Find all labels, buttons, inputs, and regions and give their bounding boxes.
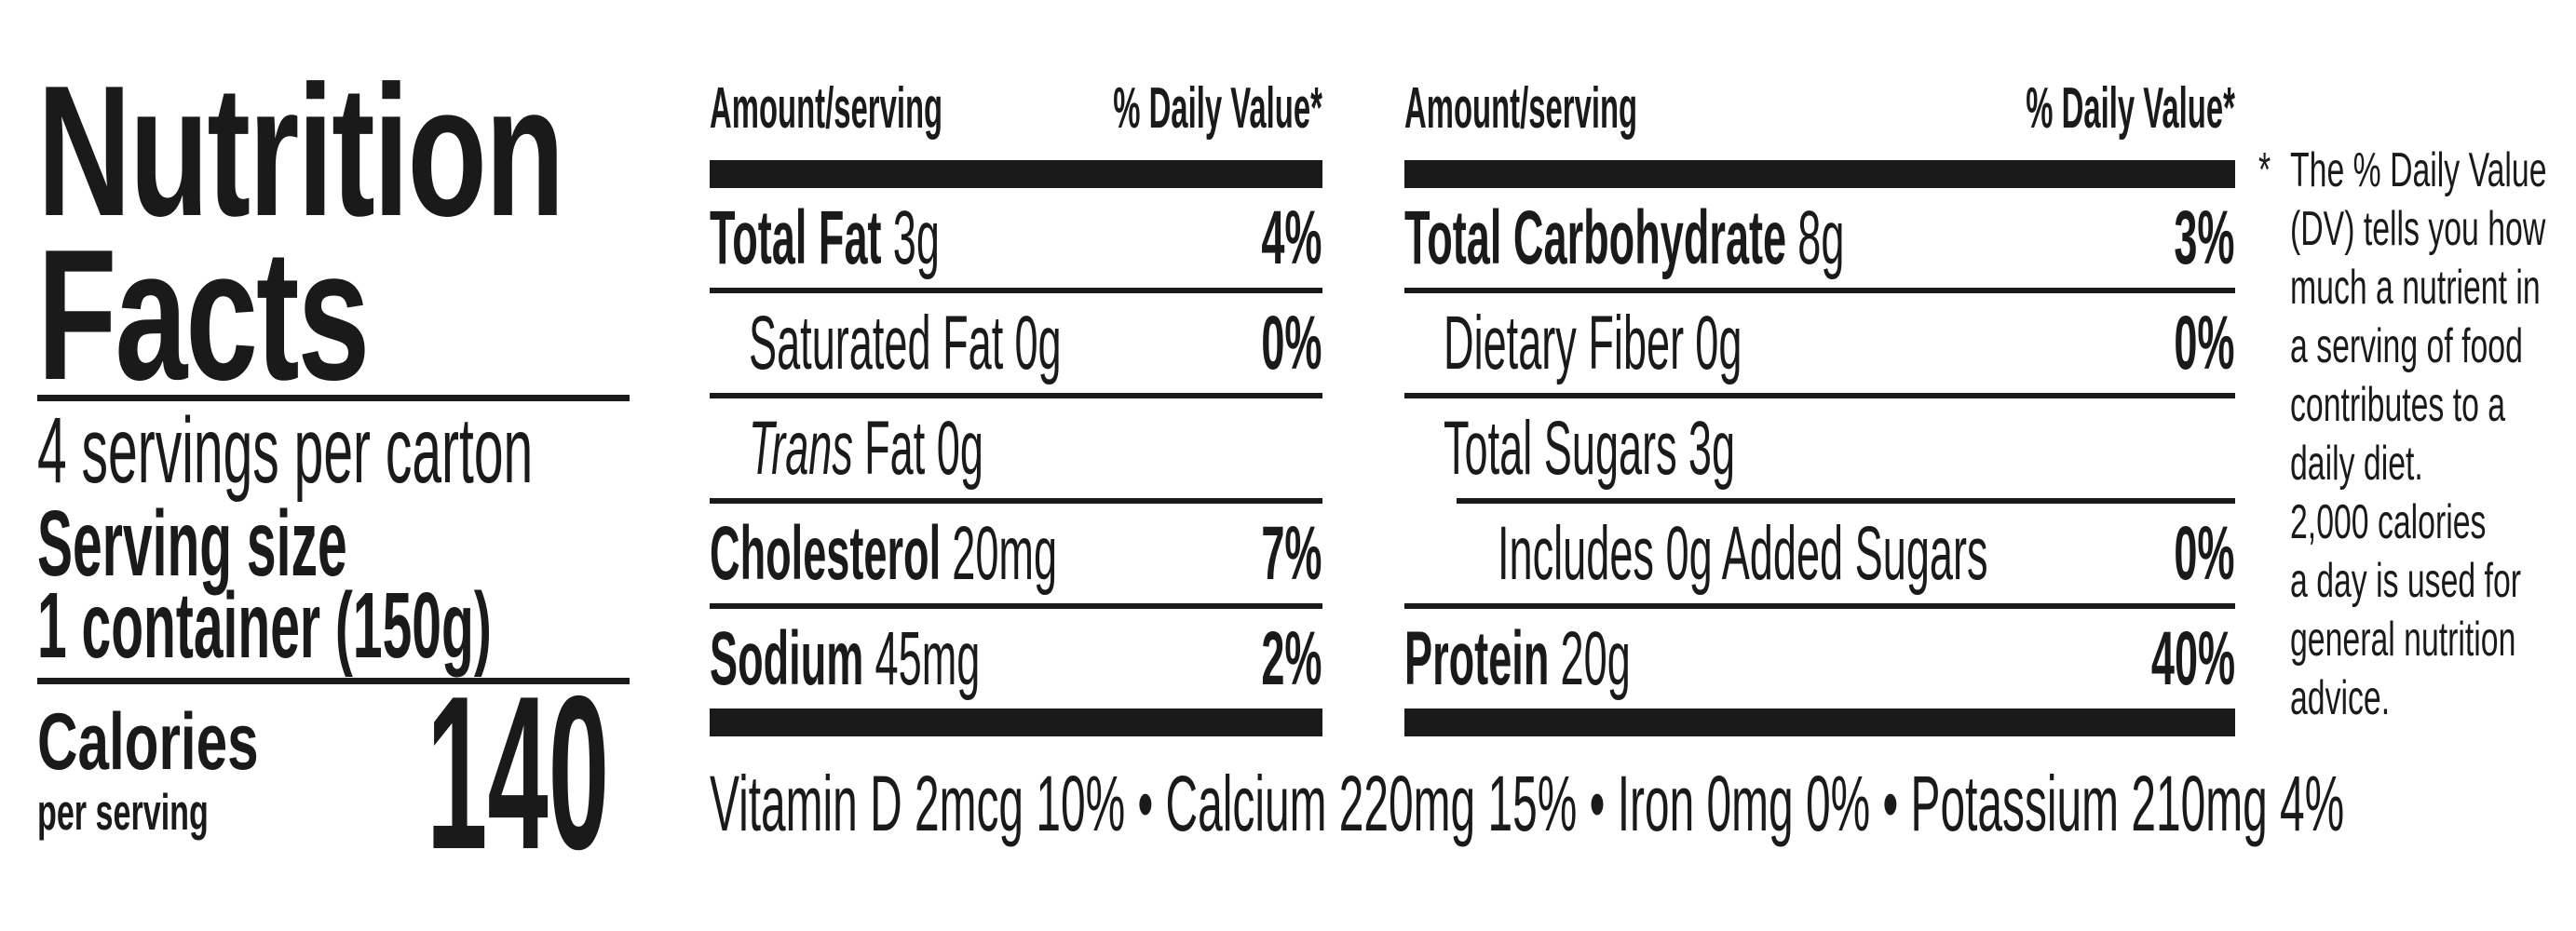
divider xyxy=(710,288,1322,293)
label-title-line1: Nutrition xyxy=(37,47,564,255)
footnote-line: general nutrition xyxy=(2290,613,2516,667)
micronutrients-line-text: Vitamin D 2mcg 10% • Calcium 220mg 15% •… xyxy=(710,760,2345,847)
divider xyxy=(37,395,630,401)
label-title-line2: Facts xyxy=(37,211,370,419)
divider-indented xyxy=(1457,498,2235,504)
row-cholesterol-name: Cholesterol xyxy=(710,510,942,596)
row-total-fat-amount: 3g xyxy=(892,195,940,280)
thick-separator-bar xyxy=(710,708,1322,736)
calories-label-text: Calories xyxy=(37,697,259,787)
divider xyxy=(37,678,630,684)
row-dietary-fiber-dv: 0% xyxy=(2174,300,2235,385)
micronutrients-line: Vitamin D 2mcg 10% • Calcium 220mg 15% •… xyxy=(710,764,2576,843)
footnote-line: a day is used for xyxy=(2290,554,2522,608)
row-cholesterol: Cholesterol 20mg 7% xyxy=(710,504,1322,603)
row-sodium: Sodium 45mg 2% xyxy=(710,609,1322,708)
label-title: Nutrition Facts xyxy=(37,47,564,419)
thick-separator-bar xyxy=(1404,708,2235,736)
row-dietary-fiber: Dietary Fiber 0g 0% xyxy=(1404,293,2235,393)
row-dietary-fiber-amount: 0g xyxy=(1695,300,1742,385)
row-saturated-fat: Saturated Fat 0g 0% xyxy=(710,293,1322,393)
thick-separator-bar xyxy=(1404,160,2235,188)
footnote-line: advice. xyxy=(2290,671,2391,725)
nutrient-rows: Total Fat 3g 4% Saturated Fat 0g 0% Trans F… xyxy=(710,188,1322,708)
row-total-carbohydrate-name: Total Carbohydrate xyxy=(1404,195,1787,280)
divider xyxy=(1404,393,2235,398)
footnote-line: (DV) tells you how xyxy=(2290,202,2546,256)
row-total-fat-dv: 4% xyxy=(1261,195,1322,280)
daily-value-footnote: * The % Daily Value (DV) tells you how m… xyxy=(2258,142,2576,728)
divider xyxy=(1404,288,2235,293)
nutrient-column-fat-sodium: Amount/serving % Daily Value* Total Fat 3… xyxy=(710,0,1322,931)
calories-sublabel-text: per serving xyxy=(37,783,209,841)
thick-separator-bar xyxy=(710,160,1322,188)
footnote-line: 2,000 calories xyxy=(2290,495,2487,549)
serving-info-panel: Nutrition Facts 4 servings per carton Se… xyxy=(37,0,633,931)
serving-size-value: 1 container (150g) xyxy=(37,579,834,672)
footnote-line: a serving of food xyxy=(2290,319,2523,373)
servings-per-container: 4 servings per carton xyxy=(37,404,907,497)
row-added-sugars-dv: 0% xyxy=(2174,510,2235,596)
row-saturated-fat-dv: 0% xyxy=(1261,300,1322,385)
row-protein: Protein 20g 40% xyxy=(1404,609,2235,708)
serving-size-label-text: Serving size xyxy=(37,492,347,596)
row-cholesterol-amount: 20mg xyxy=(952,510,1058,596)
row-total-fat-name: Total Fat xyxy=(710,195,882,280)
divider xyxy=(710,603,1322,609)
servings-per-container-text: 4 servings per carton xyxy=(37,398,534,503)
footnote-line: much a nutrient in xyxy=(2290,261,2541,315)
footnote-line: The % Daily Value xyxy=(2290,143,2547,197)
calories-sublabel: per serving xyxy=(37,787,314,838)
serving-size-label: Serving size xyxy=(37,497,581,590)
row-sodium-name: Sodium xyxy=(710,615,864,701)
column-header: Amount/serving % Daily Value* xyxy=(710,80,1322,138)
footnote-line: contributes to a xyxy=(2290,378,2506,432)
row-cholesterol-dv: 7% xyxy=(1261,510,1322,596)
calories-label: Calories xyxy=(37,702,353,782)
row-added-sugars-name: Includes 0g Added Sugars xyxy=(1498,510,1988,596)
row-protein-amount: 20g xyxy=(1560,615,1631,701)
row-protein-dv: 40% xyxy=(2150,615,2235,701)
row-sodium-dv: 2% xyxy=(1261,615,1322,701)
footnote-text: The % Daily Value (DV) tells you how muc… xyxy=(2290,142,2576,728)
serving-size-value-text: 1 container (150g) xyxy=(37,573,492,678)
daily-value-header: % Daily Value* xyxy=(2026,76,2235,141)
row-saturated-fat-name: Saturated Fat xyxy=(749,300,1004,385)
footnote-line: daily diet. xyxy=(2290,437,2423,491)
row-saturated-fat-amount: 0g xyxy=(1014,300,1062,385)
daily-value-header: % Daily Value* xyxy=(1113,76,1322,141)
row-trans-fat-amount: Fat 0g xyxy=(864,405,983,491)
row-sodium-amount: 45mg xyxy=(874,615,981,701)
calories-value: 140 xyxy=(244,663,609,882)
row-total-sugars-amount: 3g xyxy=(1688,405,1736,491)
row-total-fat: Total Fat 3g 4% xyxy=(710,188,1322,288)
row-added-sugars: Includes 0g Added Sugars 0% xyxy=(1404,504,2235,603)
column-header: Amount/serving % Daily Value* xyxy=(1404,80,2235,138)
calories-value-text: 140 xyxy=(426,650,609,895)
row-total-carbohydrate-dv: 3% xyxy=(2174,195,2235,280)
row-total-sugars: Total Sugars 3g xyxy=(1404,398,2235,498)
row-total-carbohydrate: Total Carbohydrate 8g 3% xyxy=(1404,188,2235,288)
row-total-carbohydrate-amount: 8g xyxy=(1797,195,1845,280)
nutrient-column-carb-protein: Amount/serving % Daily Value* Total Carb… xyxy=(1404,0,2235,931)
amount-per-serving-header: Amount/serving xyxy=(1404,76,1638,141)
row-trans-fat: Trans Fat 0g xyxy=(710,398,1322,498)
divider xyxy=(710,498,1322,504)
row-dietary-fiber-name: Dietary Fiber xyxy=(1444,300,1685,385)
amount-per-serving-header: Amount/serving xyxy=(710,76,943,141)
nutrient-rows: Total Carbohydrate 8g 3% Dietary Fiber 0g … xyxy=(1404,188,2235,708)
row-protein-name: Protein xyxy=(1404,615,1550,701)
divider xyxy=(710,393,1322,398)
divider xyxy=(1404,603,2235,609)
footnote-asterisk: * xyxy=(2258,143,2271,197)
row-trans-fat-name: Trans xyxy=(749,405,853,491)
row-total-sugars-name: Total Sugars xyxy=(1444,405,1677,491)
